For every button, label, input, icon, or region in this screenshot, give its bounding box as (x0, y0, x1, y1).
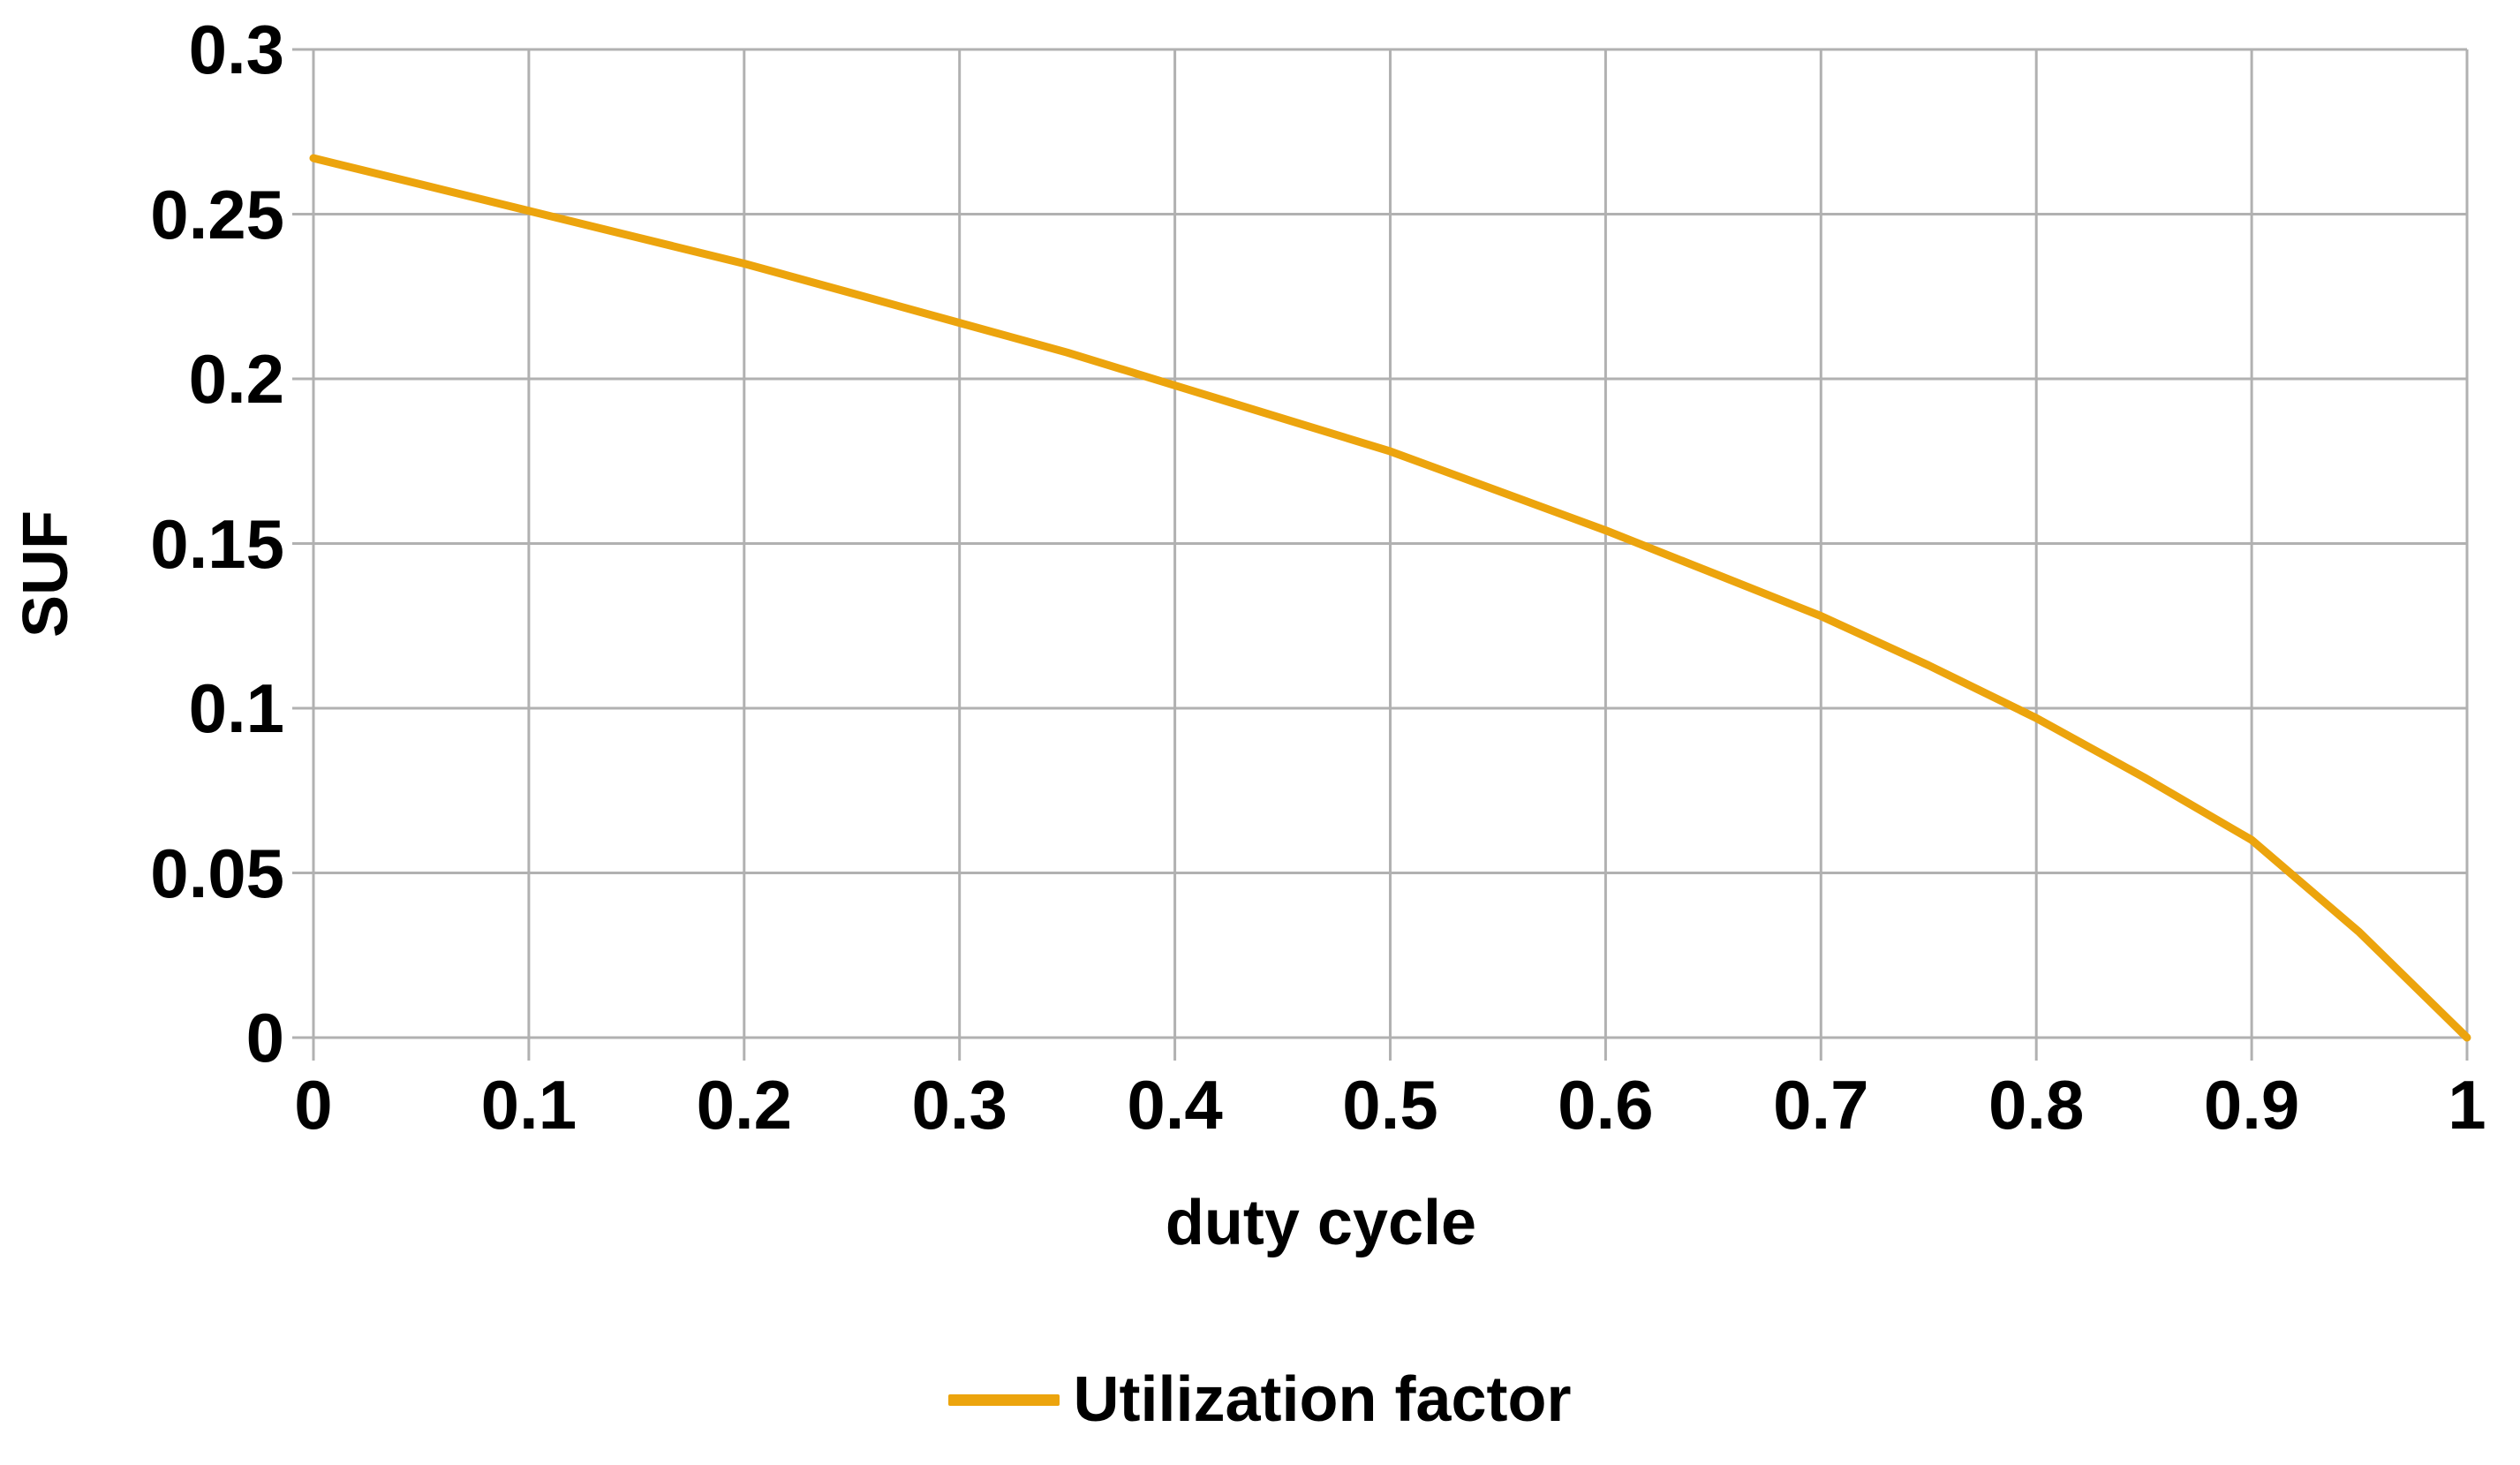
y-tick-label: 0.2 (188, 340, 284, 418)
y-tick-label: 0.05 (150, 834, 284, 912)
x-tick-label: 0.7 (1773, 1066, 1869, 1144)
x-tick-label: 0.9 (2203, 1066, 2300, 1144)
y-tick-label: 0.3 (188, 11, 284, 88)
x-tick-label: 0.3 (911, 1066, 1007, 1144)
y-axis-title: SUF (11, 510, 81, 638)
x-tick-label: 0.2 (696, 1066, 793, 1144)
x-tick-label: 0 (294, 1066, 333, 1144)
y-tick-label: 0.1 (188, 669, 284, 747)
x-tick-label: 0.5 (1342, 1066, 1438, 1144)
x-tick-label: 0.8 (1988, 1066, 2085, 1144)
legend-line-swatch (948, 1393, 1060, 1406)
plot-area (292, 48, 2471, 1061)
x-axis-title: duty cycle (1165, 1188, 1477, 1258)
legend-series-label: Utilization factor (1073, 1364, 1572, 1435)
utilization-factor-curve (309, 154, 2471, 1042)
y-tick-label: 0.15 (150, 504, 284, 583)
y-tick-label: 0 (245, 999, 284, 1076)
x-tick-label: 0.4 (1127, 1066, 1223, 1144)
x-tick-label: 1 (2448, 1066, 2486, 1144)
legend: Utilization factor (0, 1358, 2520, 1441)
x-tick-label: 0.1 (480, 1066, 577, 1144)
y-tick-label: 0.25 (150, 175, 284, 253)
x-tick-label: 0.6 (1558, 1066, 1654, 1144)
